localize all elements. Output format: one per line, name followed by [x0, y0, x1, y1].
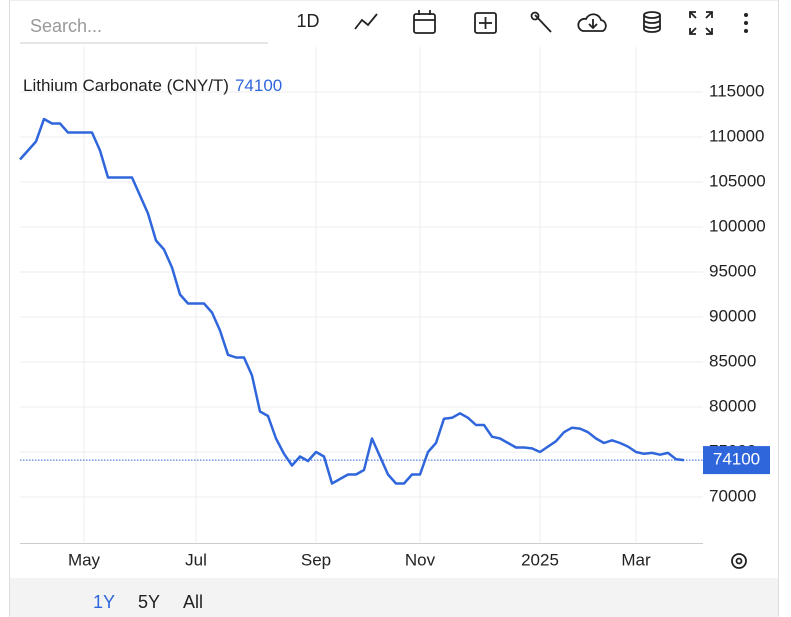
- widget-frame: [9, 0, 779, 617]
- data-button[interactable]: [643, 11, 661, 33]
- title-text: Lithium Carbonate (CNY/T): [23, 76, 229, 95]
- y-tick-label: 105000: [709, 171, 766, 190]
- y-tick-label: 115000: [709, 81, 764, 100]
- last-price-tag: [703, 446, 770, 475]
- plot-area: 7000075000800008500090000950001000001050…: [19, 47, 770, 569]
- settings-tool-button[interactable]: [530, 11, 552, 33]
- y-tick-label: 110000: [709, 126, 764, 145]
- chart-title: Lithium Carbonate (CNY/T) 74100: [23, 76, 282, 95]
- y-tick-label: 70000: [709, 486, 756, 505]
- title-last-value: 74100: [235, 76, 282, 95]
- range-button[interactable]: 5Y: [138, 592, 160, 612]
- price-line: [19, 117, 685, 485]
- range-button[interactable]: 1Y: [93, 592, 115, 612]
- x-tick-label: Nov: [405, 550, 436, 569]
- last-price-label: 74100: [713, 450, 760, 469]
- y-tick-label: 95000: [709, 261, 756, 280]
- range-bar: [10, 578, 778, 617]
- calendar-button[interactable]: [413, 10, 436, 34]
- range-button[interactable]: All: [183, 592, 203, 612]
- x-tick-label: Jul: [185, 550, 207, 569]
- menu-button[interactable]: [744, 13, 748, 33]
- y-tick-label: 85000: [709, 351, 756, 370]
- x-tick-label: May: [68, 550, 101, 569]
- download-button[interactable]: [577, 13, 607, 32]
- x-tick-label: Sep: [301, 550, 331, 569]
- x-tick-label: 2025: [521, 550, 559, 569]
- search-input[interactable]: Search...: [30, 16, 102, 36]
- line-type-button[interactable]: [354, 13, 378, 30]
- range-buttons: 1Y 5Y All: [93, 592, 203, 612]
- y-tick-label: 100000: [709, 216, 766, 235]
- y-tick-label: 90000: [709, 306, 756, 325]
- y-tick-label: 80000: [709, 396, 756, 415]
- chart-settings-button[interactable]: [731, 553, 747, 569]
- interval-button[interactable]: 1D: [296, 11, 319, 31]
- compare-button[interactable]: [474, 12, 497, 34]
- x-tick-label: Mar: [621, 550, 651, 569]
- fullscreen-button[interactable]: [689, 11, 713, 35]
